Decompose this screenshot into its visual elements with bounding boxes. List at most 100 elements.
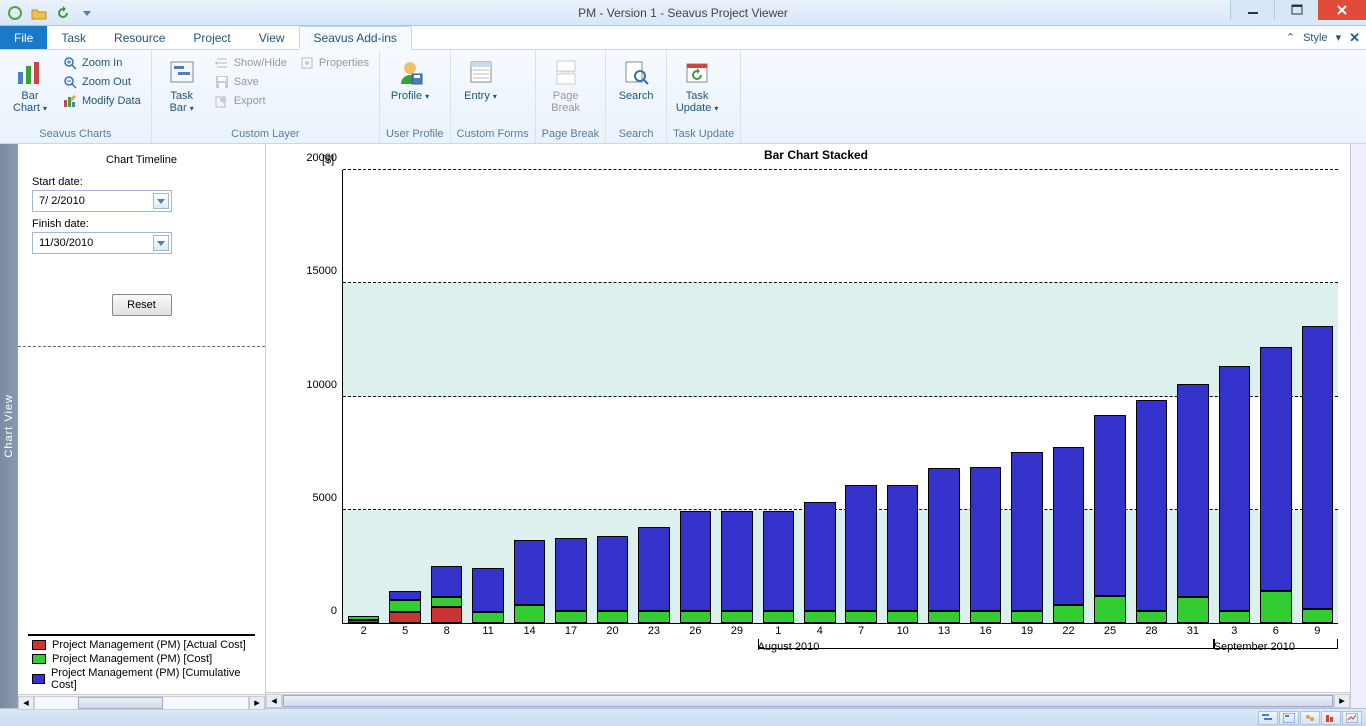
x-tick: 9 [1314,623,1320,637]
chart-vscroll[interactable] [1350,144,1366,708]
finish-date-input[interactable]: 11/30/2010 [32,232,172,254]
tab-seavus-add-ins[interactable]: Seavus Add-ins [299,26,412,50]
scroll-right-icon[interactable]: ▸ [249,696,265,710]
export-icon [214,93,230,109]
modify-data-button[interactable]: Modify Data [58,92,145,110]
ribbon-group-custom-forms: Entry ▾ Custom Forms [451,50,536,143]
bar-column [597,536,629,623]
legend-swatch [32,640,46,650]
chart-area: Bar Chart Stacked [$] 050001000015000200… [266,144,1350,708]
ribbon-group-label: Custom Layer [158,127,373,141]
view-gantt-icon[interactable] [1258,711,1278,725]
bar-column [928,468,960,623]
x-tick: 6 [1273,623,1279,637]
window-buttons [1230,0,1366,20]
chart-view-tab[interactable]: Chart View [0,144,18,708]
tab-task[interactable]: Task [47,26,100,49]
x-tick: 19 [1021,623,1033,637]
menu-bar: File TaskResourceProjectViewSeavus Add-i… [0,26,1366,50]
x-tick: 20 [606,623,618,637]
x-tick: 10 [897,623,909,637]
bar-button[interactable]: BarChart ▾ [6,54,54,117]
bar-column [1011,452,1043,623]
zoom-in-button[interactable]: Zoom In [58,54,145,72]
zoom-out-button[interactable]: Zoom Out [58,73,145,91]
ribbon-group-task-update: TaskUpdate ▾ Task Update [667,50,741,143]
task-button[interactable]: TaskUpdate ▾ [673,54,721,117]
task-button[interactable]: TaskBar ▾ [158,54,206,117]
ribbon-group-label: Seavus Charts [6,127,145,141]
ribbon-group-page-break: PageBreakPage Break [536,50,606,143]
ribbon-group-seavus-charts: BarChart ▾Zoom InZoom OutModify Data Seav… [0,50,152,143]
qat-dropdown-icon[interactable] [76,3,98,23]
y-tick: 10000 [293,379,343,391]
chart-hscroll[interactable]: ◂ ▸ [266,692,1350,708]
entry-button[interactable]: Entry ▾ [457,54,505,105]
pagebreak-icon [550,56,582,88]
style-menu[interactable]: Style [1303,32,1327,44]
ribbon-group-search: SearchSearch [606,50,667,143]
tab-project[interactable]: Project [179,26,244,49]
close-button[interactable] [1318,0,1366,20]
ribbon-collapse-icon[interactable]: ⌃ [1286,31,1295,44]
bar-column [763,511,795,623]
legend-label: Project Management (PM) [Cumulative Cost… [51,667,251,691]
qat-back-icon[interactable] [4,3,26,23]
scroll-left-icon[interactable]: ◂ [266,694,282,708]
panel-hscroll[interactable]: ◂ ▸ [18,694,265,710]
x-tick: 5 [402,623,408,637]
y-tick: 0 [293,605,343,617]
chart-plot: 0500010000150002000025811141720232629147… [342,170,1338,624]
main-area: Chart View Chart Timeline Start date: 7/… [0,144,1366,708]
view-task-icon[interactable] [1279,711,1299,725]
style-dropdown-icon[interactable]: ▾ [1336,31,1342,44]
calendar-dropdown-icon[interactable] [153,235,169,251]
bar-column [1177,384,1209,623]
scroll-right-icon[interactable]: ▸ [1334,694,1350,708]
chart-title: Bar Chart Stacked [282,148,1350,162]
x-tick: 23 [648,623,660,637]
bar-column [887,485,919,623]
x-tick: 31 [1187,623,1199,637]
ribbon-group-label: Custom Forms [457,127,529,141]
props-icon [299,55,315,71]
scroll-left-icon[interactable]: ◂ [18,696,34,710]
start-date-input[interactable]: 7/ 2/2010 [32,190,172,212]
qat-folder-icon[interactable] [28,3,50,23]
bar-column [970,467,1002,623]
bar-column [514,540,546,623]
view-report-icon[interactable] [1342,711,1362,725]
bar-column [845,485,877,623]
minimize-button[interactable] [1230,0,1274,20]
bar-column [721,511,753,623]
window-title: PM - Version 1 - Seavus Project Viewer [578,6,788,20]
search-button[interactable]: Search [612,54,660,104]
qat-refresh-icon[interactable] [52,3,74,23]
bar-column [1053,447,1085,623]
x-tick: 2 [361,623,367,637]
view-team-icon[interactable] [1300,711,1320,725]
tab-file[interactable]: File [0,26,47,49]
x-tick: 14 [523,623,535,637]
view-resource-icon[interactable] [1321,711,1341,725]
bar-column [1136,400,1168,623]
ribbon-group-label: Task Update [673,127,734,141]
legend-item: Project Management (PM) [Actual Cost] [28,638,255,652]
tab-view[interactable]: View [245,26,299,49]
show-hide-button: Show/Hide [210,54,291,72]
tab-resource[interactable]: Resource [100,26,179,49]
legend-swatch [32,654,46,664]
status-bar [0,708,1366,726]
help-close-icon[interactable]: ✕ [1349,30,1360,46]
maximize-button[interactable] [1274,0,1318,20]
quick-access-toolbar [0,3,98,23]
profile-button[interactable]: Profile ▾ [386,54,434,105]
left-panel: Chart Timeline Start date: 7/ 2/2010 Fin… [18,144,266,708]
x-tick: 16 [979,623,991,637]
reset-button[interactable]: Reset [112,294,172,316]
ribbon: BarChart ▾Zoom InZoom OutModify Data Seav… [0,50,1366,144]
start-date-label: Start date: [32,176,251,188]
calendar-dropdown-icon[interactable] [153,193,169,209]
bar-column [804,502,836,623]
save-button: Save [210,73,291,91]
